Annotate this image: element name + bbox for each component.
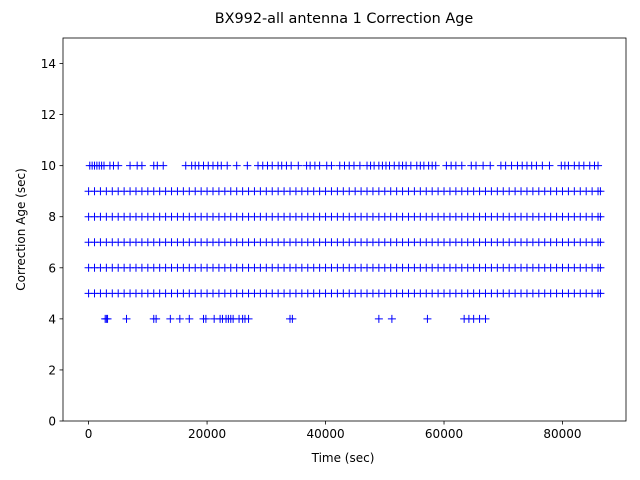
plot-frame bbox=[62, 37, 627, 422]
point bbox=[185, 314, 194, 323]
point bbox=[114, 161, 123, 170]
y-tick-label: 12 bbox=[41, 108, 56, 122]
point bbox=[545, 161, 554, 170]
point bbox=[166, 314, 175, 323]
point bbox=[287, 161, 296, 170]
x-tick-label: 20000 bbox=[188, 427, 226, 441]
point bbox=[374, 314, 383, 323]
point bbox=[538, 161, 547, 170]
point bbox=[243, 161, 252, 170]
y-tick-label: 6 bbox=[48, 261, 56, 275]
point bbox=[355, 161, 364, 170]
point bbox=[596, 263, 605, 272]
point bbox=[159, 161, 168, 170]
point bbox=[288, 314, 297, 323]
y-tick-label: 8 bbox=[48, 210, 56, 224]
x-tick-label: 80000 bbox=[543, 427, 581, 441]
point bbox=[431, 161, 440, 170]
point bbox=[126, 161, 135, 170]
point bbox=[594, 161, 603, 170]
point bbox=[387, 314, 396, 323]
x-tick-label: 40000 bbox=[306, 427, 344, 441]
markers bbox=[84, 161, 605, 323]
y-tick-label: 14 bbox=[41, 57, 56, 71]
point bbox=[479, 161, 488, 170]
point bbox=[457, 161, 466, 170]
point bbox=[472, 161, 481, 170]
point bbox=[244, 314, 253, 323]
point bbox=[486, 161, 495, 170]
y-axis-label: Correction Age (sec) bbox=[14, 168, 28, 291]
chart-title: BX992-all antenna 1 Correction Age bbox=[215, 11, 474, 27]
point bbox=[423, 314, 432, 323]
point bbox=[137, 161, 146, 170]
point bbox=[232, 161, 241, 170]
point bbox=[481, 314, 490, 323]
point bbox=[223, 161, 232, 170]
point bbox=[596, 187, 605, 196]
point bbox=[175, 314, 184, 323]
y-tick-label: 0 bbox=[48, 415, 56, 429]
point bbox=[596, 289, 605, 298]
point bbox=[152, 314, 161, 323]
point bbox=[201, 314, 210, 323]
point bbox=[315, 161, 324, 170]
x-tick-label: 60000 bbox=[425, 427, 463, 441]
y-tick-label: 4 bbox=[48, 312, 56, 326]
y-tick-label: 10 bbox=[41, 159, 56, 173]
x-axis-label: Time (sec) bbox=[311, 451, 375, 465]
point bbox=[327, 161, 336, 170]
point bbox=[596, 238, 605, 247]
x-tick-label: 0 bbox=[85, 427, 93, 441]
point bbox=[596, 212, 605, 221]
y-tick-label: 2 bbox=[48, 363, 56, 377]
point bbox=[103, 314, 112, 323]
point bbox=[122, 314, 131, 323]
point bbox=[294, 161, 303, 170]
